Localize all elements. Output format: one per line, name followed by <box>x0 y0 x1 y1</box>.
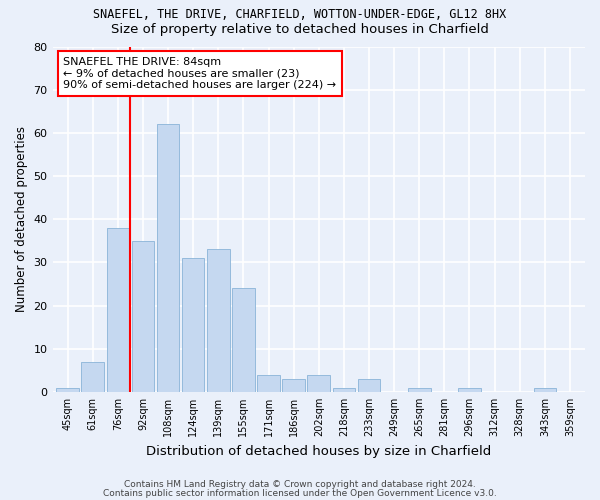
Bar <box>207 250 230 392</box>
Bar <box>332 388 355 392</box>
Bar <box>283 379 305 392</box>
Text: SNAEFEL THE DRIVE: 84sqm
← 9% of detached houses are smaller (23)
90% of semi-de: SNAEFEL THE DRIVE: 84sqm ← 9% of detache… <box>63 57 337 90</box>
Text: Contains HM Land Registry data © Crown copyright and database right 2024.: Contains HM Land Registry data © Crown c… <box>124 480 476 489</box>
Text: SNAEFEL, THE DRIVE, CHARFIELD, WOTTON-UNDER-EDGE, GL12 8HX: SNAEFEL, THE DRIVE, CHARFIELD, WOTTON-UN… <box>94 8 506 20</box>
Bar <box>82 362 104 392</box>
Bar <box>533 388 556 392</box>
Bar <box>358 379 380 392</box>
Bar <box>182 258 205 392</box>
Bar <box>56 388 79 392</box>
Bar <box>257 374 280 392</box>
Bar <box>157 124 179 392</box>
Bar <box>307 374 330 392</box>
Text: Size of property relative to detached houses in Charfield: Size of property relative to detached ho… <box>111 22 489 36</box>
Y-axis label: Number of detached properties: Number of detached properties <box>15 126 28 312</box>
X-axis label: Distribution of detached houses by size in Charfield: Distribution of detached houses by size … <box>146 444 491 458</box>
Bar <box>107 228 129 392</box>
Text: Contains public sector information licensed under the Open Government Licence v3: Contains public sector information licen… <box>103 489 497 498</box>
Bar <box>131 241 154 392</box>
Bar <box>232 288 255 392</box>
Bar <box>408 388 431 392</box>
Bar <box>458 388 481 392</box>
